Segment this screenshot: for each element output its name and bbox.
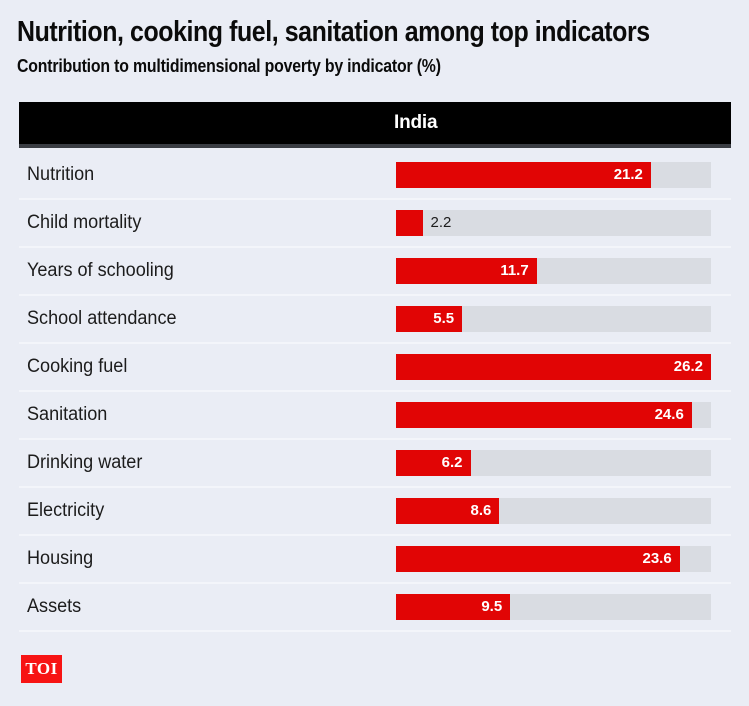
chart-row: Years of schooling 11.7 (19, 248, 731, 296)
row-label: Cooking fuel (27, 356, 128, 377)
bar-track: 24.6 (396, 402, 711, 428)
bar-value: 6.2 (441, 454, 463, 471)
row-label: Housing (27, 548, 94, 569)
bar-fill: 24.6 (396, 402, 692, 428)
bar-value: 5.5 (433, 310, 455, 327)
row-label: Years of schooling (27, 260, 174, 281)
chart-row: Drinking water 6.2 (19, 440, 731, 488)
column-header-india: India (394, 112, 438, 133)
bar-value: 24.6 (654, 406, 684, 423)
toi-logo-text: TOI (25, 659, 58, 678)
page-title: Nutrition, cooking fuel, sanitation amon… (17, 16, 650, 48)
row-label: Nutrition (27, 164, 95, 185)
chart-row: Nutrition 21.2 (19, 152, 731, 200)
bar-fill: 8.6 (396, 498, 500, 524)
bar-value: 8.6 (470, 502, 492, 519)
bar-value: 11.7 (500, 262, 529, 279)
chart-row: Child mortality 2.2 (19, 200, 731, 248)
bar-value: 9.5 (481, 598, 503, 615)
row-label: Electricity (27, 500, 105, 521)
bar-fill: 5.5 (396, 306, 463, 332)
chart-row: Housing 23.6 (19, 536, 731, 584)
row-label: Drinking water (27, 452, 143, 473)
chart-row: Assets 9.5 (19, 584, 731, 632)
chart-row: Cooking fuel 26.2 (19, 344, 731, 392)
bar-fill: 6.2 (396, 450, 471, 476)
bar-track: 9.5 (396, 594, 711, 620)
chart-row: School attendance 5.5 (19, 296, 731, 344)
bar-fill: 11.7 (396, 258, 537, 284)
bar-value: 2.2 (430, 214, 452, 231)
chart-row: Sanitation 24.6 (19, 392, 731, 440)
bar-track: 26.2 (396, 354, 711, 380)
page-subtitle: Contribution to multidimensional poverty… (17, 56, 441, 76)
row-label: Sanitation (27, 404, 108, 425)
chart-row: Electricity 8.6 (19, 488, 731, 536)
bar-track: 21.2 (396, 162, 711, 188)
bar-track: 5.5 (396, 306, 711, 332)
bar-fill: 21.2 (396, 162, 651, 188)
bar-track: 11.7 (396, 258, 711, 284)
bar-track: 8.6 (396, 498, 711, 524)
bar-track: 2.2 (396, 210, 711, 236)
row-label: Assets (27, 596, 82, 617)
toi-logo: TOI (21, 655, 62, 683)
chart-rows: Nutrition 21.2 Child mortality 2.2 Years of … (19, 152, 731, 632)
table-header-bar: India (19, 102, 731, 148)
bar-track: 23.6 (396, 546, 711, 572)
bar-fill: 26.2 (396, 354, 711, 380)
bar-value: 26.2 (673, 358, 703, 375)
bar-fill: 23.6 (396, 546, 680, 572)
row-label: School attendance (27, 308, 177, 329)
bar-fill: 9.5 (396, 594, 511, 620)
bar-track: 6.2 (396, 450, 711, 476)
row-label: Child mortality (27, 212, 142, 233)
bar-value: 21.2 (613, 166, 643, 183)
bar-value: 23.6 (642, 550, 672, 567)
bar-fill (396, 210, 423, 236)
